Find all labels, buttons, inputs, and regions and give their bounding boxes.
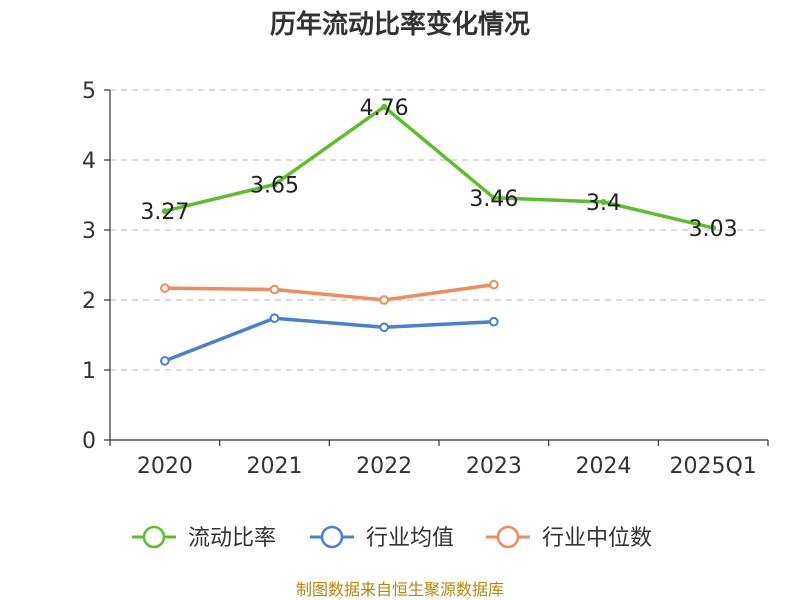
data-point — [489, 316, 499, 327]
legend-marker — [496, 525, 520, 549]
y-tick-label: 0 — [82, 429, 96, 454]
data-point — [160, 356, 170, 366]
legend-label: 行业均值 — [366, 526, 454, 551]
y-tick-label: 3 — [82, 219, 96, 244]
legend-marker — [320, 525, 344, 549]
axes: 0 1 2 3 4 5 2020 2021 2022 2023 2024 2025Q1 — [82, 79, 769, 479]
data-point — [269, 313, 280, 324]
legend-label: 流动比率 — [188, 526, 276, 551]
y-tick-label: 2 — [82, 289, 96, 314]
grid-lines — [110, 89, 768, 371]
data-point — [600, 199, 607, 205]
x-tick-label: 2022 — [356, 454, 412, 479]
data-point — [161, 208, 168, 215]
legend-marker — [142, 525, 166, 549]
x-tick-label: 2023 — [466, 454, 522, 479]
data-point — [490, 194, 497, 201]
chart-title: 历年流动比率变化情况 — [270, 9, 530, 40]
data-label: 3.4 — [586, 191, 621, 216]
series-line — [164, 316, 494, 363]
data-point — [379, 295, 389, 305]
data-label: 3.27 — [140, 200, 189, 225]
x-tick-label: 2024 — [576, 454, 632, 479]
data-point — [710, 224, 717, 231]
x-tick-label: 2021 — [247, 454, 303, 479]
data-point — [160, 283, 170, 293]
data-point — [269, 284, 280, 295]
series-line — [164, 105, 714, 230]
y-tick-label: 4 — [82, 149, 96, 174]
legend: 流动比率 行业均值 行业中位数 — [132, 525, 652, 551]
data-label: 4.76 — [360, 96, 409, 121]
data-label: 3.03 — [689, 217, 738, 242]
data-label: 3.65 — [250, 174, 299, 199]
y-tick-label: 1 — [82, 359, 96, 384]
legend-label: 行业中位数 — [542, 526, 652, 551]
x-tick-label: 2025Q1 — [670, 454, 757, 479]
data-point — [381, 103, 388, 110]
y-tick-label: 5 — [82, 79, 96, 104]
data-point — [379, 322, 389, 333]
x-tick-label: 2020 — [137, 454, 193, 479]
source-note: 制图数据来自恒生聚源数据库 — [296, 580, 504, 599]
series-line — [164, 282, 495, 302]
data-point — [489, 279, 499, 290]
data-label: 3.46 — [469, 187, 518, 212]
data-labels: 3.27 3.65 4.76 3.46 3.4 3.03 — [140, 96, 737, 242]
data-point — [271, 181, 278, 188]
series-group — [160, 103, 717, 366]
